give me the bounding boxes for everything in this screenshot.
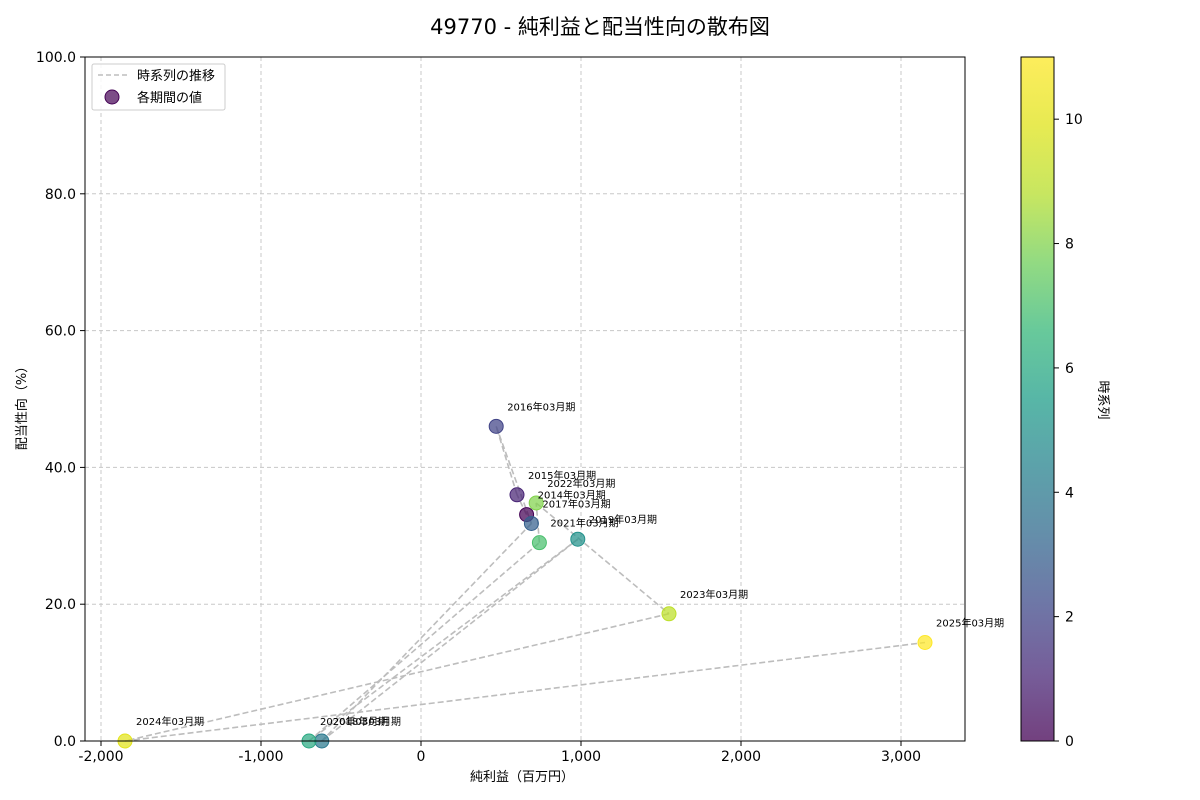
data-point: [570, 531, 586, 547]
data-point: [528, 495, 544, 511]
legend-point-label: 各期間の値: [137, 90, 202, 106]
colorbar-tick-label: 10: [1065, 112, 1083, 128]
colorbar-tick-label: 6: [1065, 361, 1074, 377]
x-axis-label: 純利益（百万円）: [470, 770, 574, 785]
data-point: [488, 418, 504, 434]
trajectory-lines: [124, 426, 926, 742]
x-tick-label: 1,000: [561, 749, 601, 765]
point-label: 2019年03月期: [589, 513, 657, 526]
point-label: 2025年03月期: [936, 617, 1004, 630]
point-label: 2016年03月期: [507, 400, 575, 413]
x-tick-label: 2,000: [721, 749, 761, 765]
y-tick-label: 60.0: [45, 324, 76, 340]
colorbar-gradient: [1020, 56, 1055, 742]
point-label: 2015年03月期: [528, 469, 596, 482]
colorbar-tick-label: 2: [1065, 610, 1074, 626]
y-tick-label: 100.0: [36, 50, 76, 66]
x-tick-label: 0: [417, 749, 426, 765]
point-label: 2017年03月期: [542, 497, 610, 510]
point-label: 2023年03月期: [680, 588, 748, 601]
x-tick-label: -2,000: [78, 749, 123, 765]
y-tick-label: 40.0: [45, 460, 76, 476]
grid: [85, 56, 965, 742]
legend-line-label: 時系列の推移: [137, 69, 215, 84]
colorbar-label: 時系列: [1095, 380, 1110, 419]
trajectory-segment: [308, 542, 540, 742]
colorbar-ticks: 0 2 4 6 8 10: [1054, 112, 1083, 750]
point-label: 2020年03月期: [320, 715, 388, 728]
chart-title: 49770 - 純利益と配当性向の散布図: [430, 15, 770, 39]
point-label: 2021年03月期: [550, 517, 618, 530]
data-points: [117, 418, 933, 749]
point-label: 2022年03月期: [547, 477, 615, 490]
trajectory-segment: [124, 641, 926, 742]
legend: 時系列の推移 各期間の値: [91, 63, 226, 111]
point-label: 2024年03月期: [136, 715, 204, 728]
point-label: 2014年03月期: [538, 489, 606, 502]
y-tick-label: 20.0: [45, 597, 76, 613]
data-point: [531, 535, 547, 551]
y-tick-label: 80.0: [45, 187, 76, 203]
data-point: [509, 487, 525, 503]
trajectory-segment: [124, 612, 670, 742]
colorbar: 0 2 4 6 8 10 時系列: [1020, 56, 1110, 750]
trajectory-segment: [535, 502, 670, 615]
data-point: [917, 635, 933, 651]
data-point: [661, 606, 677, 622]
colorbar-tick-label: 8: [1065, 237, 1074, 253]
point-label: 2018年03月期: [333, 715, 401, 728]
point-labels: 2014年03月期 2015年03月期 2016年03月期 2017年03月期 2018…: [136, 400, 1004, 728]
y-tick-label: 0.0: [54, 734, 76, 750]
trajectory-segment: [308, 538, 579, 742]
y-axis-label: 配当性向（%）: [14, 360, 30, 450]
trajectory-segment: [321, 538, 579, 742]
legend-point-marker: [104, 89, 120, 105]
x-axis-ticks: -2,000 -1,000 0 1,000 2,000 3,000: [78, 741, 921, 765]
x-tick-label: -1,000: [238, 749, 283, 765]
y-axis-ticks: 0.0 20.0 40.0 60.0 80.0 100.0: [36, 50, 85, 750]
colorbar-tick-label: 4: [1065, 485, 1074, 501]
trajectory-segment: [321, 522, 532, 742]
plot-frame: [84, 56, 966, 742]
colorbar-tick-label: 0: [1065, 734, 1074, 750]
x-tick-label: 3,000: [881, 749, 921, 765]
data-point: [523, 515, 539, 531]
